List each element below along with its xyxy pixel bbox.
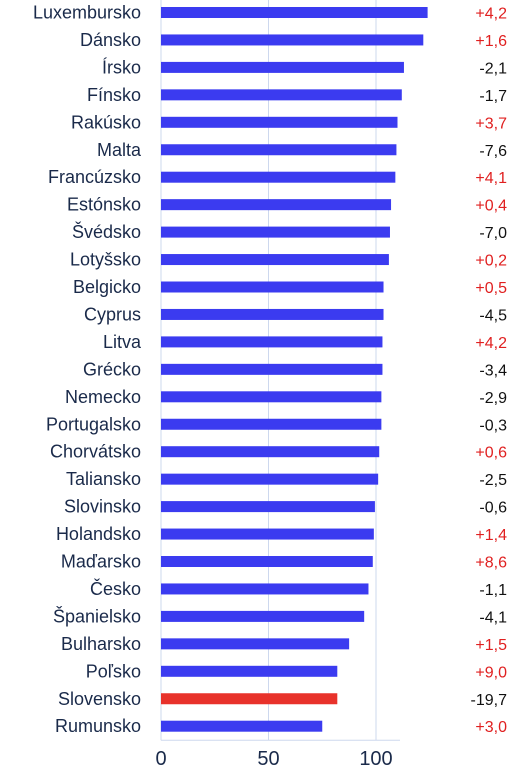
category-label: Španielsko [53, 605, 141, 626]
category-label: Taliansko [66, 469, 141, 489]
bar [161, 473, 379, 485]
change-label: +8,6 [475, 555, 507, 572]
change-label: +4,2 [475, 6, 507, 23]
bar [161, 336, 383, 348]
bar [161, 34, 424, 46]
category-labels: Luxembursko Dánsko Írsko Fínsko Rakúsko Malta… [33, 3, 142, 737]
category-label: Litva [103, 332, 142, 352]
change-label: +1,5 [475, 637, 507, 654]
category-label: Belgicko [73, 277, 141, 297]
bar-highlight [161, 693, 338, 705]
x-tick-label: 100 [359, 748, 392, 770]
category-label: Rakúsko [71, 112, 141, 132]
bar [161, 226, 390, 238]
bar [161, 446, 380, 458]
bar [161, 638, 350, 650]
bar [161, 61, 404, 73]
change-label: -2,9 [479, 390, 507, 407]
bar [161, 171, 396, 183]
bar [161, 199, 392, 211]
category-label: Dánsko [80, 30, 141, 50]
bar [161, 556, 373, 567]
change-label: +0,2 [475, 253, 507, 270]
category-label: Portugalsko [46, 414, 141, 434]
category-label: Luxembursko [33, 3, 141, 23]
category-label: Bulharsko [61, 634, 141, 654]
change-label: +1,6 [475, 33, 507, 50]
bar [161, 89, 402, 101]
category-label: Malta [97, 140, 142, 160]
bar [161, 7, 428, 18]
bars [161, 7, 428, 732]
change-label: -1,1 [479, 582, 507, 599]
bar [161, 501, 375, 513]
x-tick-label: 50 [257, 748, 279, 770]
bar [161, 116, 398, 128]
bar [161, 281, 384, 293]
x-axis-ticks: 0 50 100 [155, 748, 392, 770]
change-label: -4,5 [479, 307, 507, 324]
bar [161, 144, 397, 156]
change-labels: +4,2 +1,6 -2,1 -1,7 +3,7 -7,6 +4,1 +0,4 -7,0 +0,2… [471, 6, 508, 737]
bar [161, 610, 365, 622]
change-label: +3,0 [475, 719, 507, 736]
bar [161, 720, 323, 732]
change-label: -2,5 [479, 472, 507, 489]
change-label: -2,1 [479, 60, 507, 77]
category-label: Maďarsko [61, 552, 141, 572]
x-tick-label: 0 [155, 748, 166, 770]
bar [161, 583, 369, 595]
category-label: Česko [90, 578, 141, 599]
change-label: -7,6 [479, 143, 507, 160]
category-label: Grécko [83, 359, 141, 379]
change-label: +0,6 [475, 445, 507, 462]
bar [161, 528, 374, 540]
change-label: -0,6 [479, 500, 507, 517]
change-label: -4,1 [479, 609, 507, 626]
change-label: +4,2 [475, 335, 507, 352]
change-label: +1,4 [475, 527, 507, 544]
bar [161, 665, 338, 677]
category-label: Lotyšsko [70, 250, 141, 270]
category-label: Holandsko [56, 524, 141, 544]
bar [161, 254, 389, 266]
category-label: Rumunsko [55, 716, 141, 736]
change-label: -1,7 [479, 88, 507, 105]
category-label: Slovinsko [64, 497, 141, 517]
bar [161, 391, 382, 403]
category-label: Cyprus [84, 304, 141, 324]
category-label: Fínsko [87, 85, 141, 105]
change-label: -19,7 [471, 692, 508, 709]
category-label: Francúzsko [48, 167, 141, 187]
change-label: +3,7 [475, 115, 507, 132]
category-label: Chorvátsko [50, 442, 141, 462]
change-label: -3,4 [479, 362, 507, 379]
change-label: +0,5 [475, 280, 507, 297]
bar [161, 418, 382, 430]
category-label: Slovensko [58, 689, 141, 709]
bar [161, 363, 383, 375]
change-label: -0,3 [479, 417, 507, 434]
category-label: Estónsko [67, 195, 141, 215]
change-label: -7,0 [479, 225, 507, 242]
category-label: Nemecko [65, 387, 141, 407]
category-label: Švédsko [72, 221, 141, 242]
change-label: +0,4 [475, 198, 507, 215]
bar [161, 308, 384, 320]
change-label: +9,0 [475, 664, 507, 681]
change-label: +4,1 [475, 170, 507, 187]
category-label: Írsko [102, 57, 141, 77]
category-label: Poľsko [86, 661, 141, 681]
